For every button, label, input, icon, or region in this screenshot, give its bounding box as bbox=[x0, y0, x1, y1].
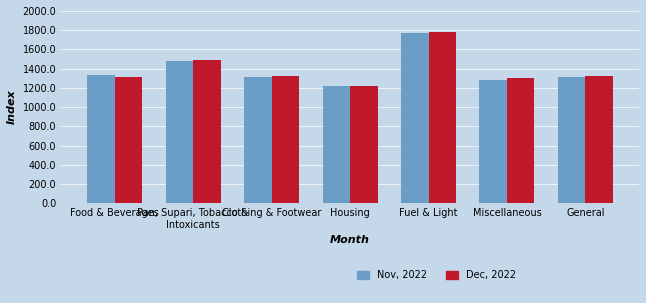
Bar bbox=[244, 77, 272, 203]
Legend: Nov, 2022, Dec, 2022: Nov, 2022, Dec, 2022 bbox=[353, 266, 520, 284]
Bar bbox=[479, 80, 507, 203]
Bar bbox=[166, 61, 193, 203]
Bar bbox=[350, 86, 377, 203]
Bar bbox=[115, 77, 142, 203]
Y-axis label: Index: Index bbox=[7, 90, 17, 125]
Bar bbox=[428, 32, 456, 203]
Bar bbox=[507, 78, 534, 203]
Bar bbox=[558, 77, 585, 203]
Bar bbox=[401, 33, 428, 203]
Bar bbox=[272, 76, 299, 203]
Bar bbox=[585, 76, 613, 203]
X-axis label: Month: Month bbox=[330, 235, 370, 245]
Bar bbox=[193, 60, 221, 203]
Bar bbox=[322, 86, 350, 203]
Bar bbox=[87, 75, 115, 203]
